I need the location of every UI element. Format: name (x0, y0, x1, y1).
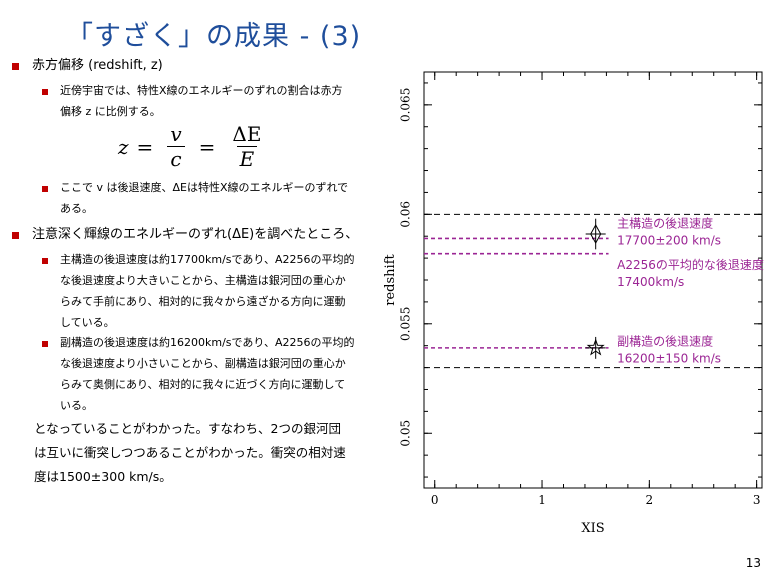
annotation-label: 副構造の後退速度 (617, 334, 713, 349)
sub-bullet-line: らみて手前にあり、相対的に我々から遠ざかる方向に運動 (60, 295, 346, 308)
sub-bullet-marker (42, 89, 48, 95)
sub-bullet-line: いる。 (60, 399, 93, 412)
formula-e: E (236, 146, 258, 171)
x-tick-label: 3 (753, 493, 761, 507)
conclusion-line: 度は1500±300 km/s。 (34, 469, 172, 484)
y-tick-label: 0.065 (399, 88, 413, 122)
sub-bullet-marker (42, 186, 48, 192)
formula-c: c (167, 146, 185, 171)
sub-bullet-line: 近傍宇宙では、特性X線のエネルギーのずれの割合は赤方 (60, 84, 343, 97)
page-number: 13 (745, 556, 761, 570)
sub-bullet-line: ここで v は後退速度、ΔEは特性X線のエネルギーのずれで (60, 181, 349, 194)
sub-bullet-marker (42, 258, 48, 264)
annotation-label: 主構造の後退速度 (617, 215, 713, 230)
sub-bullet-line: ある。 (60, 202, 93, 215)
conclusion-line: は互いに衝突しつつあることがわかった。衝突の相対速 (34, 445, 346, 460)
annotation-label: A2256の平均的な後退速度 (617, 257, 764, 272)
formula-z: z (118, 134, 129, 159)
sub-bullet-line: 偏移 z に比例する。 (60, 105, 161, 118)
bullet-marker (12, 232, 19, 239)
redshift-formula: z = v c = ΔE E (118, 122, 270, 171)
x-axis-label: XIS (581, 521, 604, 536)
slide-title: 「すざく」の成果 - (3) (66, 21, 362, 52)
y-tick-label: 0.06 (399, 201, 413, 228)
sub-bullet-line: 副構造の後退速度は約16200km/sであり、A2256の平均的 (60, 336, 355, 349)
bullet-redshift: 赤方偏移 (redshift, z) (32, 58, 163, 73)
diamond-marker (590, 223, 602, 245)
y-axis-label: redshift (383, 253, 398, 305)
sub-bullet-line: 主構造の後退速度は約17700km/sであり、A2256の平均的 (60, 253, 355, 266)
formula-delta-e: ΔE (232, 122, 262, 146)
x-tick-label: 1 (538, 493, 546, 507)
formula-fraction-de-e: ΔE E (229, 122, 264, 171)
formula-fraction-v-c: v c (167, 122, 185, 171)
sub-bullet-line: な後退速度より小さいことから、副構造は銀河団の重心か (60, 357, 346, 370)
y-tick-label: 0.055 (399, 307, 413, 341)
plot-frame (423, 71, 763, 489)
conclusion-line: となっていることがわかった。すなわち、2つの銀河団 (34, 421, 341, 436)
annotation-label: 17700±200 km/s (617, 233, 721, 247)
formula-equals: = (198, 134, 216, 159)
annotation-label: 16200±150 km/s (617, 352, 721, 366)
bullet-marker (12, 63, 19, 70)
x-tick-label: 0 (431, 493, 439, 507)
annotation-label: 17400km/s (617, 275, 684, 289)
x-tick-label: 2 (646, 493, 654, 507)
formula-v: v (170, 122, 182, 146)
y-tick-label: 0.05 (399, 420, 413, 447)
sub-bullet-marker (42, 341, 48, 347)
sub-bullet-line: らみて奥側にあり、相対的に我々に近づく方向に運動して (60, 378, 346, 391)
redshift-chart: 0 1 2 3 0.05 0.055 0.06 0.065 XIS redshift 主構造の後退速… (383, 71, 764, 536)
sub-bullet-line: している。 (60, 316, 115, 329)
formula-equals: = (136, 134, 154, 159)
bullet-delta-e: 注意深く輝線のエネルギーのずれ(ΔE)を調べたところ、 (32, 227, 359, 242)
star-marker (586, 338, 605, 356)
sub-bullet-line: な後退速度より大きいことから、主構造は銀河団の重心か (60, 274, 346, 287)
